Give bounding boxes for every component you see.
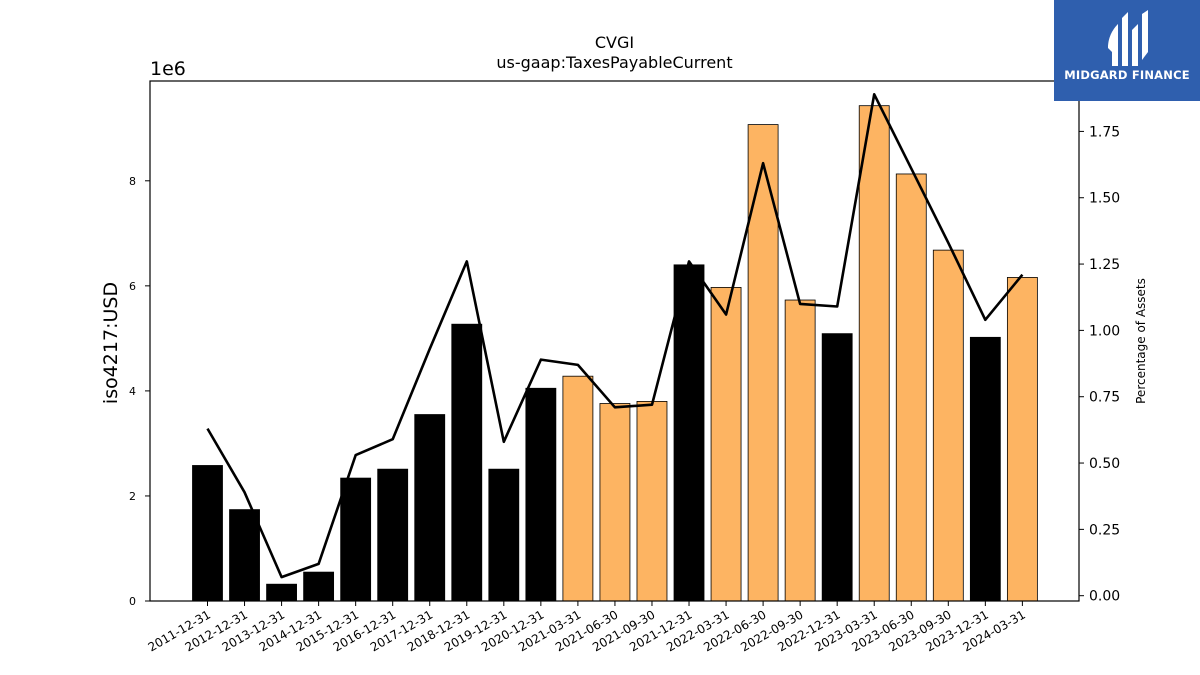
bar-group [192, 105, 1038, 602]
bar [932, 249, 964, 602]
bar [673, 264, 705, 602]
bar [525, 387, 557, 602]
bar [229, 509, 260, 602]
bar [784, 299, 816, 602]
bar [599, 403, 631, 602]
y-tick-label: 8 [129, 175, 136, 188]
bar [488, 468, 520, 602]
bar [821, 333, 853, 602]
bar [414, 414, 446, 602]
bar [451, 323, 483, 602]
bar [1006, 277, 1038, 602]
y2-axis-label: Percentage of Assets [1134, 278, 1148, 404]
bar [858, 105, 890, 602]
logo-mark-icon [1108, 10, 1148, 66]
line-series-group [206, 93, 1024, 579]
x-axis: 2011-12-312012-12-312013-12-312014-12-31… [146, 601, 1028, 654]
y2-tick-label: 0.75 [1089, 390, 1120, 406]
y-tick-label: 6 [129, 280, 136, 293]
y-axis-label: iso4217:USD [100, 282, 122, 404]
bar [562, 375, 594, 602]
scale-label: 1e6 [150, 58, 186, 80]
series-line [206, 93, 1024, 579]
bar [266, 583, 297, 602]
logo: MIDGARD FINANCE [1054, 0, 1200, 101]
right-axis: 0.00 0.25 0.50 0.75 1.00 1.25 1.50 1.75 [1079, 124, 1120, 605]
bar [192, 465, 223, 602]
y2-tick-label: 0.50 [1089, 456, 1120, 472]
y-tick-label: 0 [129, 595, 136, 608]
bar [340, 477, 372, 602]
chart-subtitle: us-gaap:TaxesPayableCurrent [496, 53, 732, 72]
logo-text: MIDGARD FINANCE [1064, 68, 1190, 82]
y2-tick-label: 0.00 [1089, 589, 1120, 605]
y-tick-label: 2 [129, 490, 136, 503]
bar [636, 401, 668, 602]
y2-tick-label: 0.25 [1089, 522, 1120, 538]
bar [377, 468, 409, 602]
y2-tick-label: 1.75 [1089, 124, 1120, 140]
bar [747, 124, 779, 602]
y2-tick-label: 1.00 [1089, 323, 1120, 339]
y2-tick-label: 1.50 [1089, 191, 1120, 207]
y2-tick-label: 1.25 [1089, 257, 1120, 273]
chart-title: CVGI [595, 33, 634, 52]
y-tick-label: 4 [129, 385, 136, 398]
bar [710, 287, 742, 602]
left-axis: 0 2 4 6 8 [129, 175, 150, 608]
bar [969, 336, 1001, 602]
bar [303, 571, 335, 602]
bar [895, 173, 927, 602]
